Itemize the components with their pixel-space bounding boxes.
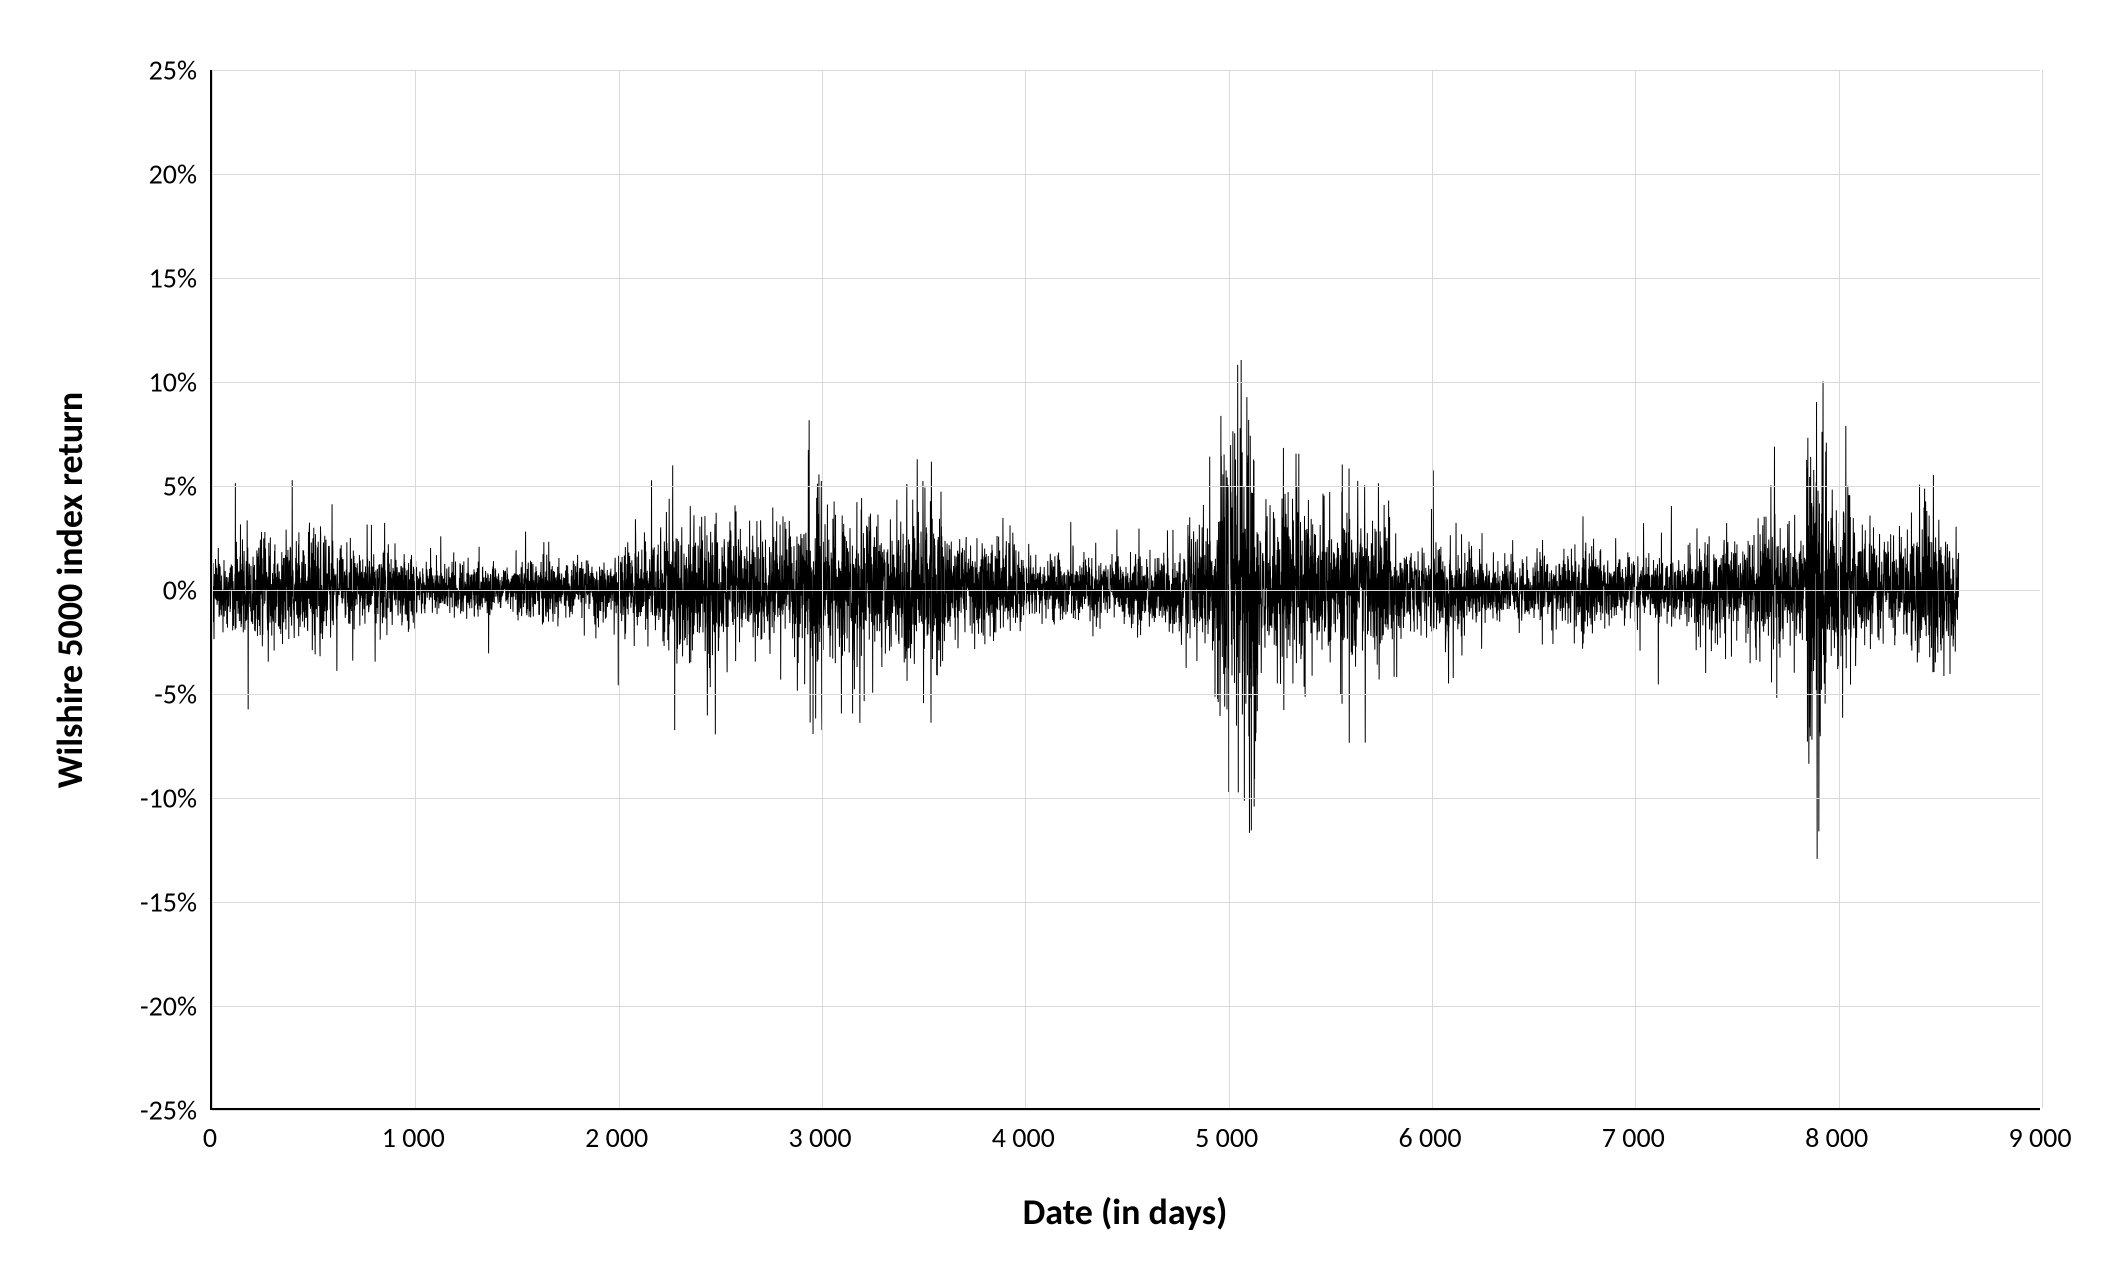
x-tick-label: 7 000 <box>1602 1120 1665 1155</box>
grid-line-vertical <box>212 70 213 1108</box>
plot-area <box>210 70 2040 1110</box>
grid-line-horizontal <box>212 70 2040 71</box>
grid-line-horizontal <box>212 902 2040 903</box>
grid-line-horizontal <box>212 590 2040 591</box>
x-tick-label: 6 000 <box>1398 1120 1461 1155</box>
grid-line-vertical <box>1432 70 1433 1108</box>
y-tick-label: -10% <box>97 781 197 816</box>
grid-line-vertical <box>1229 70 1230 1108</box>
y-tick-label: 10% <box>97 365 197 400</box>
y-tick-label: 5% <box>97 469 197 504</box>
grid-line-horizontal <box>212 486 2040 487</box>
grid-line-vertical <box>619 70 620 1108</box>
grid-line-horizontal <box>212 1110 2040 1111</box>
grid-line-horizontal <box>212 382 2040 383</box>
grid-line-horizontal <box>212 694 2040 695</box>
y-tick-label: 20% <box>97 157 197 192</box>
grid-line-vertical <box>1839 70 1840 1108</box>
grid-line-horizontal <box>212 174 2040 175</box>
y-tick-label: 15% <box>97 261 197 296</box>
grid-line-horizontal <box>212 798 2040 799</box>
grid-line-horizontal <box>212 278 2040 279</box>
x-tick-label: 9 000 <box>2008 1120 2071 1155</box>
x-tick-label: 3 000 <box>788 1120 851 1155</box>
x-tick-label: 5 000 <box>1195 1120 1258 1155</box>
y-tick-label: 0% <box>97 573 197 608</box>
x-tick-label: 2 000 <box>585 1120 648 1155</box>
grid-line-horizontal <box>212 1006 2040 1007</box>
y-tick-label: -5% <box>97 677 197 712</box>
x-axis-title: Date (in days) <box>1023 1190 1228 1234</box>
x-tick-label: 0 <box>203 1120 217 1155</box>
x-tick-label: 8 000 <box>1805 1120 1868 1155</box>
grid-line-vertical <box>2042 70 2043 1108</box>
x-tick-label: 4 000 <box>992 1120 1055 1155</box>
y-tick-label: -25% <box>97 1093 197 1128</box>
grid-line-vertical <box>822 70 823 1108</box>
y-tick-label: -15% <box>97 885 197 920</box>
grid-line-vertical <box>415 70 416 1108</box>
x-tick-label: 1 000 <box>382 1120 445 1155</box>
chart-container: Wilshire 5000 index return Date (in days… <box>40 40 2063 1237</box>
grid-line-vertical <box>1635 70 1636 1108</box>
y-tick-label: -20% <box>97 989 197 1024</box>
y-tick-label: 25% <box>97 53 197 88</box>
data-series <box>212 70 2040 1108</box>
grid-line-vertical <box>1025 70 1026 1108</box>
y-axis-title: Wilshire 5000 index return <box>48 392 92 789</box>
